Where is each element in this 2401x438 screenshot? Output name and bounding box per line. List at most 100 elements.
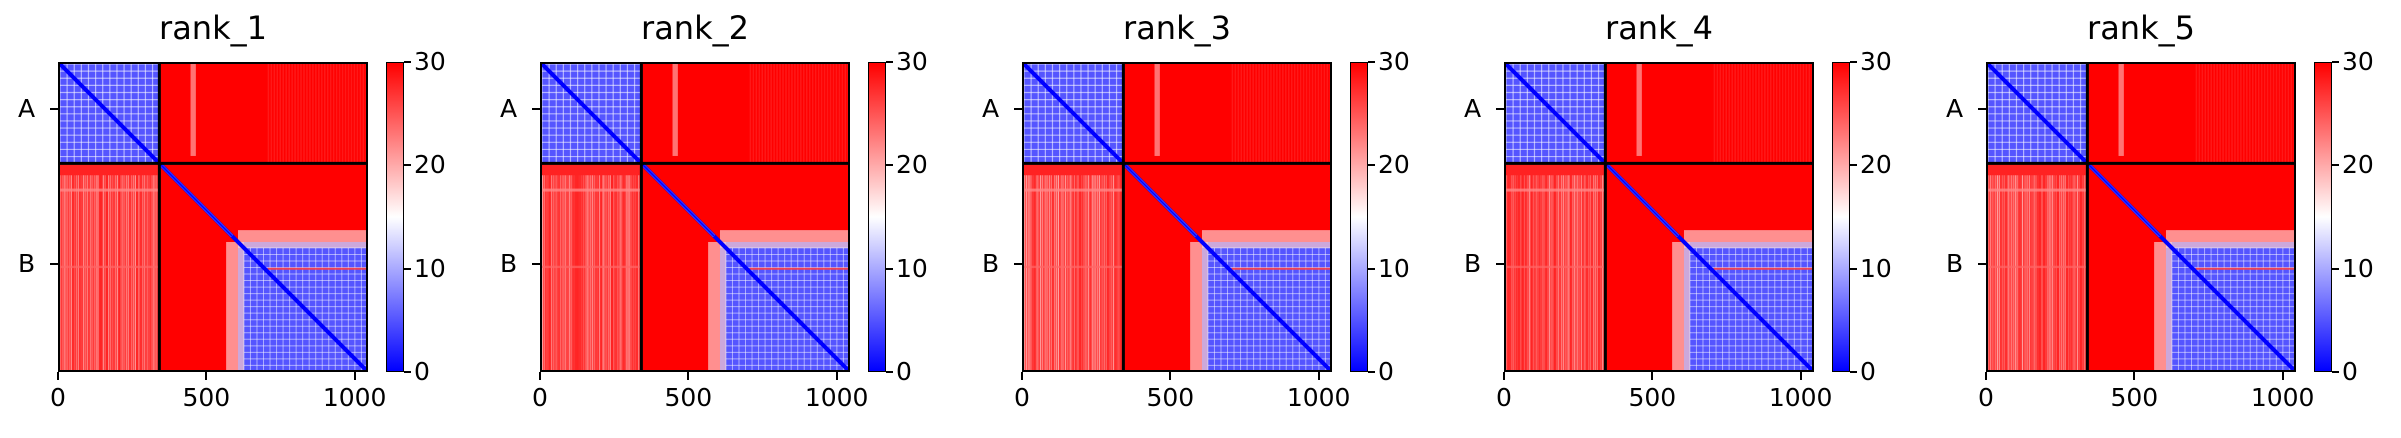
y-tick-label: B [1464,248,1482,278]
heatmap-stripe [1546,175,1549,370]
heatmap-stripe [1111,175,1113,370]
heatmap-stripe [572,175,574,370]
heatmap-stripe [829,64,832,164]
x-tick-label: 1000 [804,383,869,412]
heatmap-stripe [106,175,108,370]
y-tick-label: A [500,94,518,124]
heatmap-stripe [1237,64,1240,164]
heatmap-stripe [109,175,112,370]
heatmap-band [60,188,160,192]
heatmap-stripe [2216,64,2218,164]
heatmap-stripe [1249,64,1251,164]
heatmap-stripe [2023,175,2025,370]
heatmap-stripe [1043,175,1045,370]
heatmap-stripe [832,64,835,164]
heatmap-stripe [1048,175,1051,370]
heatmap-stripe [1523,175,1525,370]
colorbar-tick-label: 30 [414,47,446,76]
colorbar-tick-mark [886,164,893,167]
heatmap-stripe [2290,64,2293,164]
heatmap-stripe [625,175,627,370]
heatmap-stripe [776,64,778,164]
panel-title: rank_1 [159,9,267,47]
x-tick-label: 500 [664,383,713,412]
heatmap-stripe [1568,175,1570,370]
heatmap-stripe [2076,175,2079,370]
heatmap-stripe [131,175,133,370]
heatmap-band [708,241,726,370]
heatmap-stripe [291,64,293,164]
heatmap-stripe [1584,175,1586,370]
heatmap-stripe [341,64,344,164]
heatmap-stripe [1104,175,1106,370]
heatmap-stripe [586,175,588,370]
heatmap-stripe [2198,64,2201,164]
heatmap-stripe [577,175,579,370]
colorbar-tick-mark [1368,61,1375,63]
heatmap-stripe [1509,175,1511,370]
heatmap-stripe [1767,64,1769,164]
x-tick-label: 1000 [1286,383,1351,412]
colorbar-tick-mark [886,371,893,373]
heatmap-stripe [590,175,592,370]
heatmap-stripe [1752,64,1754,164]
x-tick-label: 1000 [322,383,387,412]
heatmap-stripe [629,175,631,370]
y-tick-label: A [1946,94,1964,124]
heatmap-stripe [554,175,556,370]
colorbar-tick-label: 10 [1860,253,1892,283]
heatmap-stripe [2030,175,2032,370]
heatmap-stripe [1082,175,1084,370]
heatmap-stripe [1636,64,1642,156]
heatmap-stripe [563,175,565,370]
heatmap-stripe [2252,64,2254,164]
heatmap-diagonal [1122,162,1197,237]
heatmap-stripe [1120,175,1122,370]
heatmap-stripe [300,64,302,164]
colorbar-tick-mark [1850,61,1857,63]
heatmap-stripe [547,175,549,370]
heatmap-stripe [1088,175,1090,370]
heatmap-band [542,188,642,192]
heatmap-stripe [1539,175,1542,370]
heatmap-stripe [77,175,79,370]
heatmap-stripe [1252,64,1254,164]
heatmap-stripe [1285,64,1287,164]
pae-heatmap [540,62,850,372]
heatmap-stripe [1781,64,1784,164]
colorbar-tick-label: 30 [1860,47,1892,76]
heatmap-stripe [2025,175,2027,370]
heatmap-band [1024,265,1124,269]
chart-panel-5: rank_5 0 500 1000 A B 0 10 20 30 [1928,0,2398,438]
heatmap-stripe [132,175,135,370]
colorbar-tick-mark [2332,61,2339,63]
pae-heatmap [58,62,368,372]
heatmap-stripe [556,175,558,370]
colorbar-tick-mark [2332,371,2339,373]
heatmap-band [1988,265,2088,269]
heatmap-stripe [95,175,97,370]
heatmap-stripe [1758,64,1760,164]
panel-title: rank_3 [1123,9,1231,47]
heatmap-stripe [811,64,814,164]
heatmap-stripe [770,64,772,164]
heatmap-stripe [1559,175,1561,370]
heatmap-stripe [1255,64,1257,164]
heatmap-stripe [1317,64,1320,164]
heatmap-stripe [1234,64,1237,164]
heatmap-stripe [1532,175,1534,370]
heatmap-stripe [1243,64,1246,164]
heatmap-stripe [1040,175,1042,370]
heatmap-stripe [1293,64,1296,164]
heatmap-stripe [1047,175,1049,370]
heatmap-stripe [1778,64,1781,164]
heatmap-stripe [622,175,624,370]
heatmap-stripe [2000,175,2002,370]
heatmap-stripe [779,64,781,164]
heatmap-stripe [359,64,362,164]
heatmap-stripe [111,175,113,370]
heatmap-stripe [125,175,128,370]
heatmap-stripe [120,175,122,370]
y-tick-label: A [982,94,1000,124]
heatmap-stripe [1240,64,1243,164]
